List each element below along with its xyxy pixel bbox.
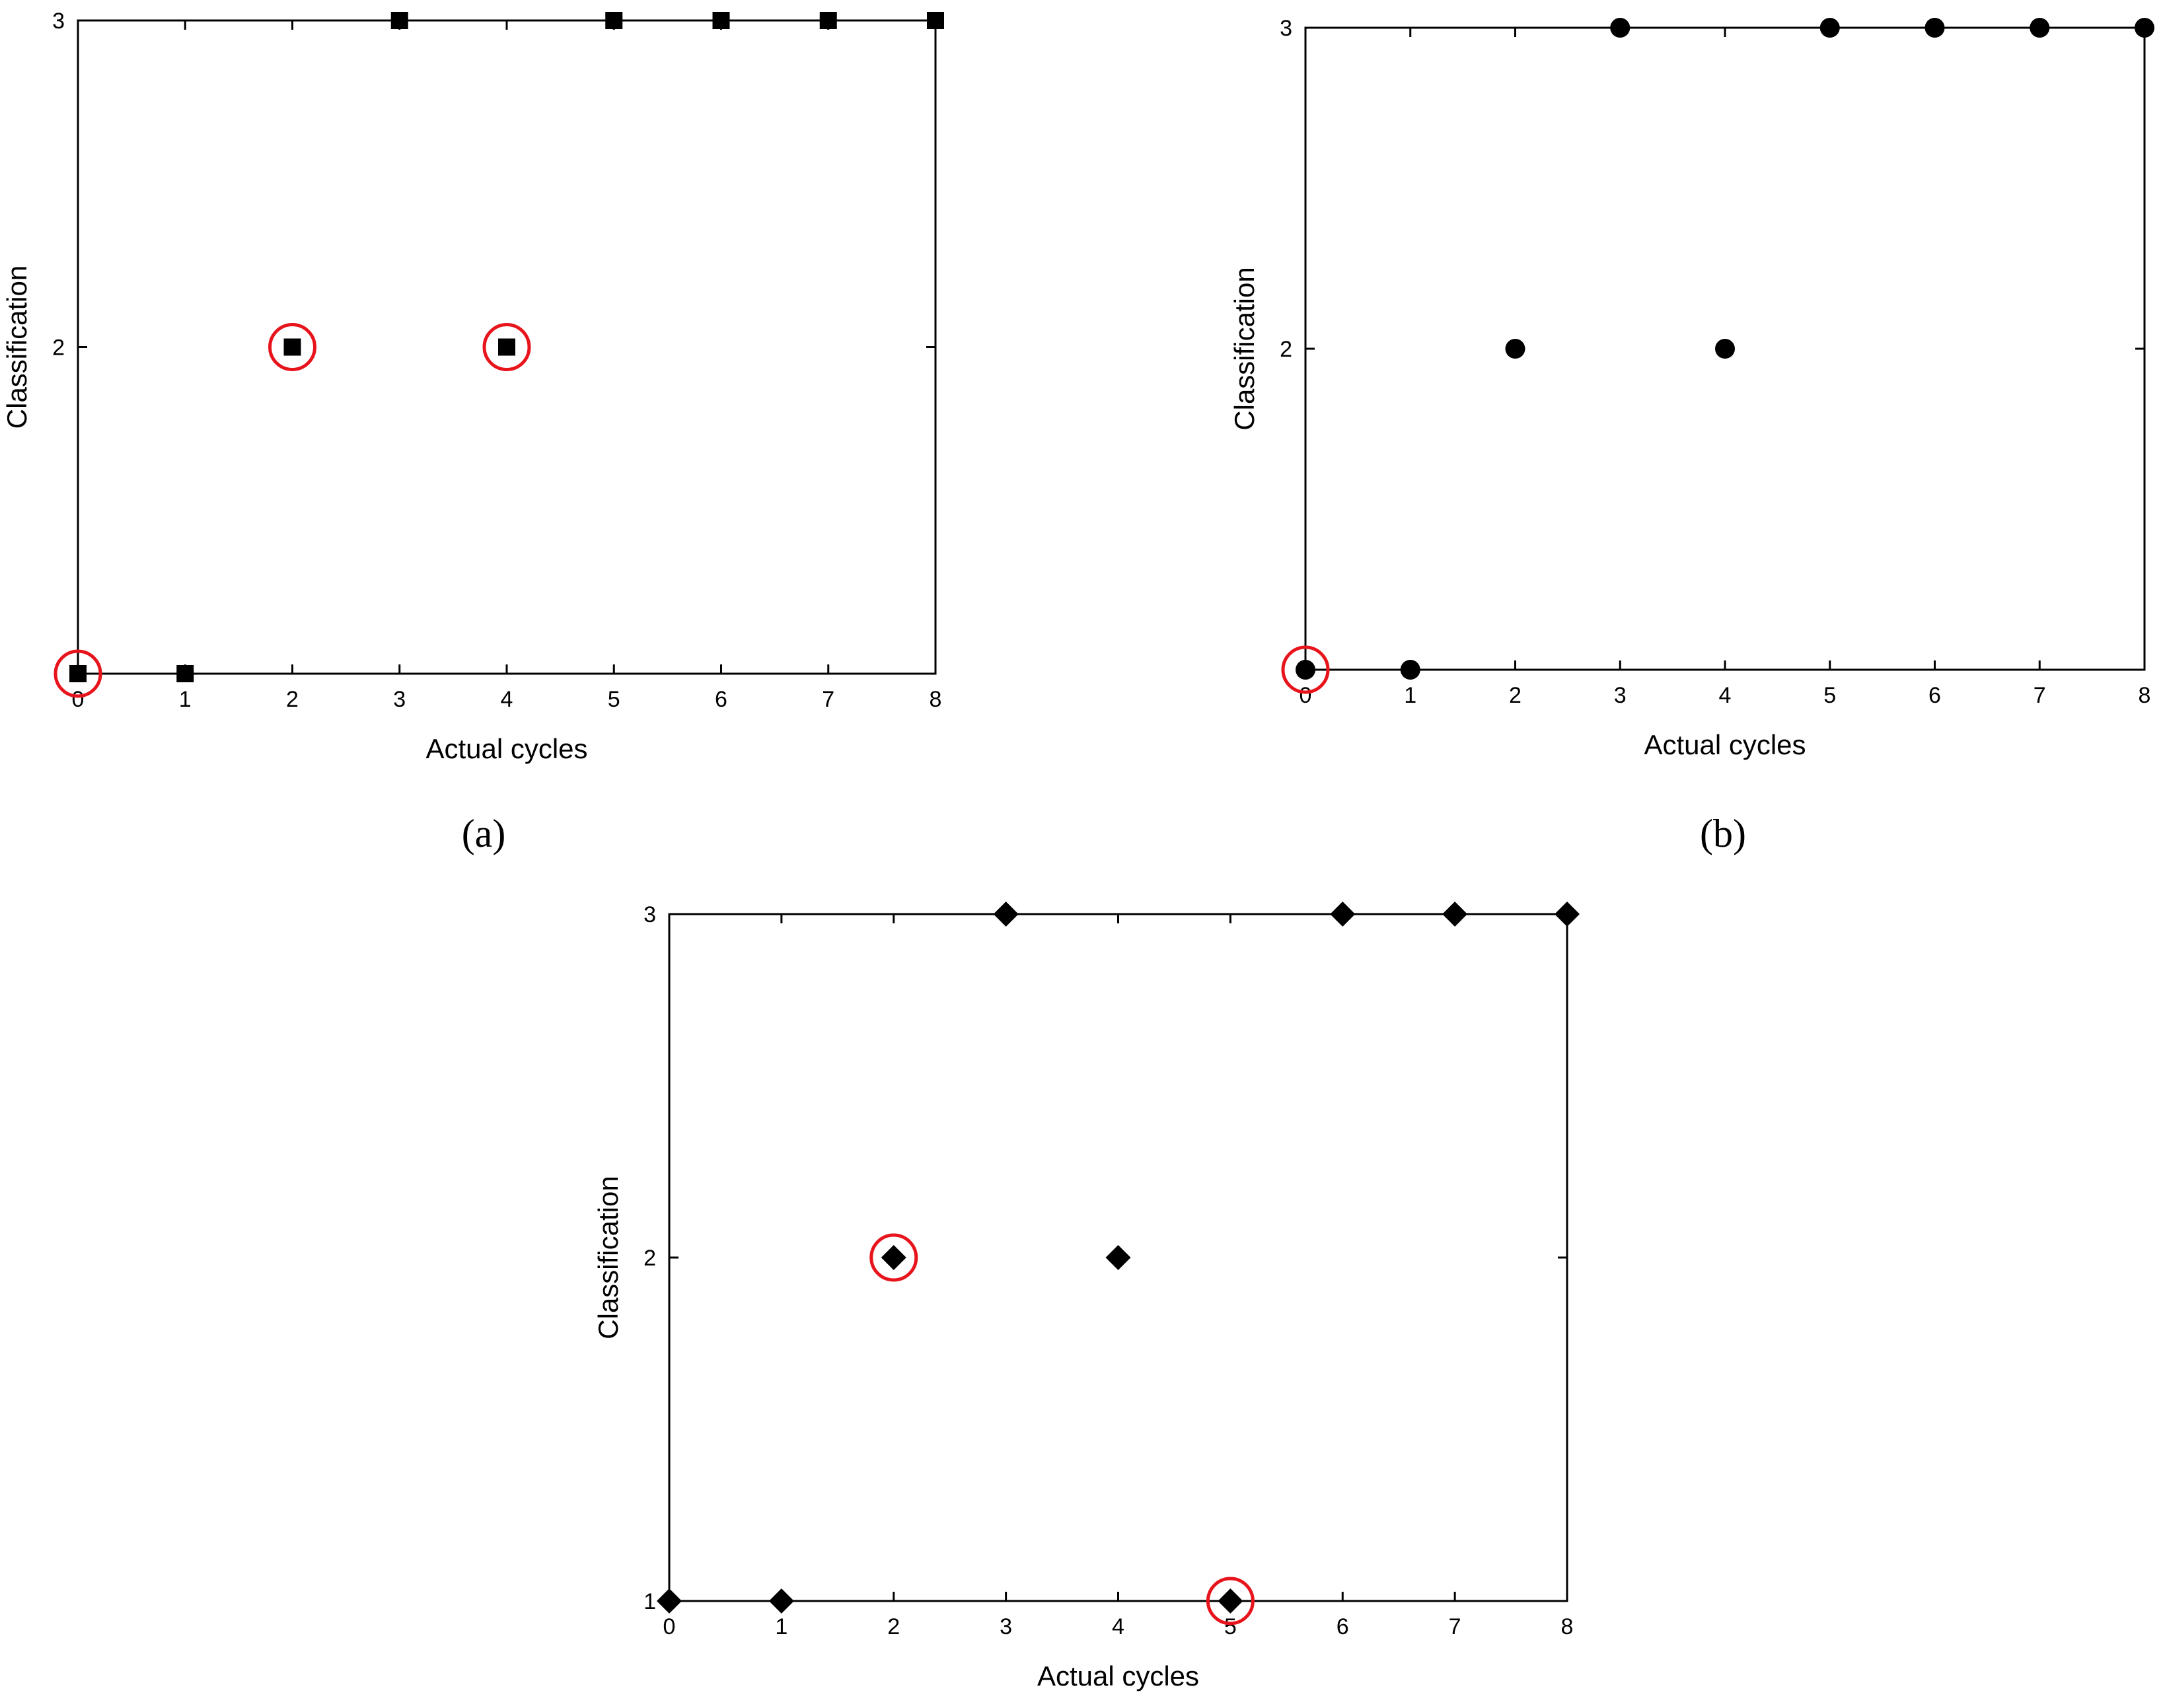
data-point-diamond — [1218, 1588, 1243, 1614]
data-point-diamond — [657, 1588, 682, 1614]
x-tick-label: 5 — [1823, 683, 1836, 708]
highlight-circle — [54, 649, 102, 698]
x-tick-label: 0 — [1300, 683, 1312, 708]
y-tick-label: 3 — [1280, 16, 1292, 41]
y-tick-label: 2 — [1280, 337, 1292, 362]
data-point-diamond — [768, 1588, 794, 1614]
data-point-square — [69, 665, 87, 682]
data-point-circle — [1505, 339, 1525, 359]
x-tick-label: 5 — [1224, 1614, 1237, 1639]
data-point-diamond — [993, 902, 1019, 927]
y-tick-label: 1 — [643, 1589, 656, 1614]
x-tick-label: 4 — [501, 687, 513, 712]
x-tick-label: 5 — [608, 687, 620, 712]
x-tick-label: 3 — [393, 687, 406, 712]
x-tick-label: 1 — [775, 1614, 788, 1639]
data-point-circle — [1400, 660, 1420, 680]
data-point-circle — [1610, 18, 1631, 38]
highlight-circle — [1281, 645, 1330, 694]
data-point-square — [927, 12, 944, 29]
x-tick-label: 7 — [2034, 683, 2046, 708]
x-tick-label: 7 — [822, 687, 834, 712]
panel-a: 0 1 2 3 4 5 6 7 8 2 3 Actual cycles Classification (a… — [1, 9, 944, 855]
panel-caption: (b) — [1700, 812, 1746, 855]
x-tick-label: 1 — [1404, 683, 1416, 708]
x-tick-label: 0 — [72, 687, 85, 712]
data-point-diamond — [881, 1245, 906, 1270]
data-point-square — [819, 12, 837, 29]
x-tick-label: 8 — [1561, 1614, 1574, 1639]
x-tick-label: 3 — [1000, 1614, 1012, 1639]
highlight-circle — [869, 1233, 918, 1282]
data-point-square — [390, 12, 408, 29]
x-axis-label: Actual cycles — [425, 733, 587, 764]
y-tick-label: 3 — [52, 9, 65, 34]
x-tick-label: 7 — [1449, 1614, 1461, 1639]
highlight-circle — [482, 323, 531, 371]
data-point-diamond — [1105, 1245, 1131, 1270]
data-point-square — [176, 665, 194, 682]
x-tick-label: 3 — [1614, 683, 1627, 708]
panel-b: 0 1 2 3 4 5 6 7 8 2 3 Actual cycles Classification (b… — [1229, 16, 2154, 855]
data-point-diamond — [1555, 902, 1580, 927]
data-point-square — [605, 12, 623, 29]
data-point-diamond — [1330, 902, 1356, 927]
panel-caption: (a) — [462, 812, 506, 855]
x-axis-label: Actual cycles — [1644, 729, 1806, 760]
x-tick-label: 4 — [1719, 683, 1732, 708]
data-point-circle — [1925, 18, 1945, 38]
x-tick-label: 6 — [1337, 1614, 1349, 1639]
x-tick-label: 0 — [663, 1614, 676, 1639]
x-tick-label: 1 — [179, 687, 192, 712]
x-tick-label: 2 — [887, 1614, 900, 1639]
x-tick-label: 6 — [715, 687, 727, 712]
y-axis-label: Classification — [1, 266, 32, 429]
x-tick-label: 4 — [1112, 1614, 1124, 1639]
y-tick-label: 2 — [52, 336, 65, 361]
data-point-circle — [1296, 660, 1315, 680]
data-point-circle — [2135, 18, 2154, 38]
data-point-square — [498, 338, 515, 356]
x-tick-label: 6 — [1928, 683, 1941, 708]
y-axis-label: Classification — [1229, 267, 1260, 430]
x-tick-label: 8 — [930, 687, 942, 712]
x-axis-label: Actual cycles — [1037, 1660, 1199, 1691]
y-tick-label: 2 — [643, 1246, 656, 1271]
data-point-circle — [1715, 339, 1735, 359]
x-tick-label: 2 — [1509, 683, 1521, 708]
highlight-circle — [268, 323, 316, 371]
y-tick-label: 3 — [643, 902, 656, 927]
data-point-square — [712, 12, 730, 29]
data-point-circle — [1819, 18, 1840, 38]
data-point-diamond — [1442, 902, 1468, 927]
data-point-square — [283, 338, 301, 356]
y-axis-label: Classification — [593, 1176, 624, 1339]
x-tick-label: 2 — [286, 687, 299, 712]
data-point-circle — [2030, 18, 2050, 38]
x-tick-label: 8 — [2139, 683, 2151, 708]
highlight-circle — [1206, 1577, 1255, 1625]
